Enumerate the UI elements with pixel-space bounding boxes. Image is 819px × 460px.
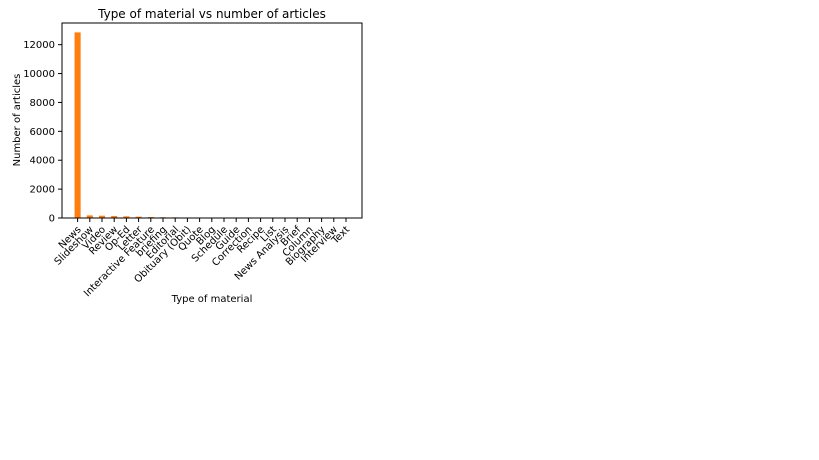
y-tick-label: 8000	[30, 98, 55, 109]
y-tick-label: 6000	[30, 127, 55, 138]
bar-news	[74, 32, 81, 218]
bar-op-ed	[123, 216, 130, 218]
x-axis: NewsSlideshowVideoReviewOp-EdLetterInter…	[53, 218, 352, 299]
bars-group	[74, 32, 350, 218]
chart-title: Type of material vs number of articles	[97, 7, 326, 21]
bar-interactive-feature	[147, 216, 154, 218]
y-tick-label: 0	[49, 214, 55, 225]
y-tick-label: 2000	[30, 185, 55, 196]
y-tick-label: 10000	[23, 69, 55, 80]
y-axis-label: Number of articles	[12, 74, 23, 167]
bar-letter	[135, 216, 142, 218]
bar-review	[111, 215, 118, 218]
y-tick-label: 12000	[23, 40, 55, 51]
bar-video	[98, 215, 106, 218]
y-tick-label: 4000	[30, 156, 55, 167]
y-axis: 0 2000 4000 6000 8000 10000 12000	[23, 40, 62, 225]
bar-slideshow	[86, 215, 93, 218]
x-axis-label: Type of material	[171, 294, 253, 305]
plot-frame	[61, 22, 363, 219]
